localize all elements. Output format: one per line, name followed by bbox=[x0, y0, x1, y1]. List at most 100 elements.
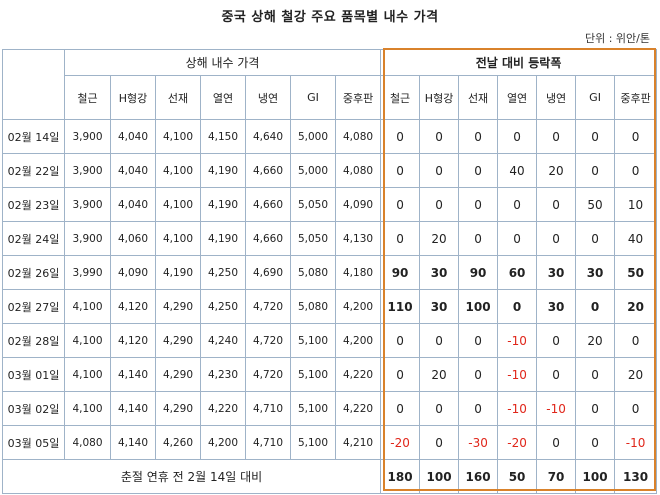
price-cell: 4,100 bbox=[64, 289, 111, 324]
price-table: 상해 내수 가격 전날 대비 등락폭 철근 H형강 선재 열연 냉연 GI 중후판 철근 H형강… bbox=[1, 49, 658, 494]
table-row: 02월 26일 3,990 4,090 4,190 4,250 4,690 5,080 4,1… bbox=[2, 255, 658, 290]
change-cell: 0 bbox=[497, 119, 538, 154]
price-cell: 4,720 bbox=[245, 289, 291, 324]
price-cell: 4,690 bbox=[245, 255, 291, 290]
change-cell: 0 bbox=[614, 391, 658, 426]
price-cell: 4,140 bbox=[110, 357, 156, 392]
price-cell: 4,660 bbox=[245, 221, 291, 256]
change-cell: 0 bbox=[575, 119, 616, 154]
change-cell: 0 bbox=[380, 119, 421, 154]
price-cell: 4,720 bbox=[245, 357, 291, 392]
change-cell: 0 bbox=[380, 323, 421, 358]
price-cell: 4,210 bbox=[334, 425, 382, 460]
price-cell: 4,140 bbox=[110, 425, 156, 460]
price-cell: 4,040 bbox=[110, 187, 156, 222]
column-header-row: 철근 H형강 선재 열연 냉연 GI 중후판 철근 H형강 선재 열연 냉연 GI 중후판 bbox=[3, 75, 658, 120]
price-cell: 4,190 bbox=[200, 221, 246, 256]
date-cell: 02월 27일 bbox=[2, 289, 65, 324]
change-cell: -10 bbox=[497, 357, 538, 392]
change-cell: 0 bbox=[380, 391, 421, 426]
change-cell: 20 bbox=[614, 289, 658, 324]
change-cell: 0 bbox=[575, 425, 616, 460]
price-group-header: 상해 내수 가격 bbox=[63, 49, 382, 76]
price-cell: 4,710 bbox=[245, 425, 291, 460]
change-cell: 0 bbox=[536, 187, 577, 222]
price-cell: 4,120 bbox=[110, 323, 156, 358]
price-cell: 5,000 bbox=[290, 153, 336, 188]
price-cell: 4,060 bbox=[110, 221, 156, 256]
price-cell: 4,660 bbox=[245, 153, 291, 188]
change-cell: 0 bbox=[458, 187, 499, 222]
price-cell: 4,200 bbox=[334, 323, 382, 358]
change-column-header: GI bbox=[575, 75, 616, 120]
change-cell: 0 bbox=[419, 323, 460, 358]
price-column-header: GI bbox=[290, 75, 336, 120]
change-cell: 0 bbox=[458, 391, 499, 426]
change-cell: 0 bbox=[419, 391, 460, 426]
change-cell: 20 bbox=[419, 357, 460, 392]
price-column-header: 선재 bbox=[155, 75, 201, 120]
price-cell: 3,900 bbox=[64, 221, 111, 256]
price-cell: 5,080 bbox=[290, 289, 336, 324]
price-cell: 5,000 bbox=[290, 119, 336, 154]
price-cell: 4,150 bbox=[200, 119, 246, 154]
change-cell: 0 bbox=[536, 425, 577, 460]
price-cell: 4,710 bbox=[245, 391, 291, 426]
price-cell: 5,050 bbox=[290, 187, 336, 222]
price-cell: 4,250 bbox=[200, 255, 246, 290]
change-cell: 0 bbox=[536, 323, 577, 358]
price-cell: 4,190 bbox=[200, 153, 246, 188]
date-cell: 03월 05일 bbox=[2, 425, 65, 460]
price-column-header: 열연 bbox=[200, 75, 246, 120]
price-cell: 4,220 bbox=[334, 391, 382, 426]
date-cell: 03월 02일 bbox=[2, 391, 65, 426]
summary-change-cell: 70 bbox=[536, 459, 577, 494]
price-cell: 4,220 bbox=[334, 357, 382, 392]
change-cell: -10 bbox=[614, 425, 658, 460]
price-cell: 4,290 bbox=[155, 323, 201, 358]
change-cell: 0 bbox=[536, 119, 577, 154]
change-column-header: 선재 bbox=[458, 75, 499, 120]
table-row: 02월 28일 4,100 4,120 4,290 4,240 4,720 5,100 4,2… bbox=[2, 323, 658, 358]
price-cell: 4,040 bbox=[110, 153, 156, 188]
change-cell: 0 bbox=[458, 153, 499, 188]
summary-change-cell: 50 bbox=[497, 459, 538, 494]
price-cell: 4,250 bbox=[200, 289, 246, 324]
price-cell: 5,100 bbox=[290, 323, 336, 358]
date-cell: 02월 24일 bbox=[2, 221, 65, 256]
summary-label: 춘절 연휴 전 2월 14일 대비 bbox=[1, 459, 382, 494]
price-cell: 4,100 bbox=[155, 153, 201, 188]
price-cell: 5,080 bbox=[290, 255, 336, 290]
change-cell: 10 bbox=[614, 187, 658, 222]
change-cell: 0 bbox=[458, 221, 499, 256]
summary-change-cell: 160 bbox=[458, 459, 499, 494]
change-cell: 0 bbox=[575, 391, 616, 426]
change-cell: -30 bbox=[458, 425, 499, 460]
corner-cell bbox=[2, 49, 65, 120]
price-cell: 4,080 bbox=[334, 119, 382, 154]
price-cell: 4,200 bbox=[200, 425, 246, 460]
summary-change-cell: 100 bbox=[575, 459, 616, 494]
table-row: 03월 05일 4,080 4,140 4,260 4,200 4,710 5,100 4,2… bbox=[2, 425, 658, 460]
summary-change-cell: 180 bbox=[380, 459, 421, 494]
change-cell: 20 bbox=[575, 323, 616, 358]
change-cell: 0 bbox=[380, 221, 421, 256]
change-cell: -10 bbox=[497, 391, 538, 426]
table-row: 03월 02일 4,100 4,140 4,290 4,220 4,710 5,100 4,2… bbox=[2, 391, 658, 426]
price-cell: 4,090 bbox=[110, 255, 156, 290]
price-cell: 3,900 bbox=[64, 153, 111, 188]
change-cell: 100 bbox=[458, 289, 499, 324]
price-column-header: 냉연 bbox=[245, 75, 291, 120]
page-title: 중국 상해 철강 주요 품목별 내수 가격 bbox=[221, 10, 439, 25]
summary-change-cell: 130 bbox=[614, 459, 658, 494]
price-cell: 3,900 bbox=[64, 119, 111, 154]
change-cell: 20 bbox=[614, 357, 658, 392]
change-cell: -10 bbox=[497, 323, 538, 358]
table-row: 02월 24일 3,900 4,060 4,100 4,190 4,660 5,050 4,1… bbox=[2, 221, 658, 256]
price-cell: 4,220 bbox=[200, 391, 246, 426]
price-cell: 4,290 bbox=[155, 391, 201, 426]
change-cell: 0 bbox=[497, 187, 538, 222]
change-cell: 90 bbox=[458, 255, 499, 290]
change-cell: 0 bbox=[497, 289, 538, 324]
change-cell: 0 bbox=[575, 357, 616, 392]
